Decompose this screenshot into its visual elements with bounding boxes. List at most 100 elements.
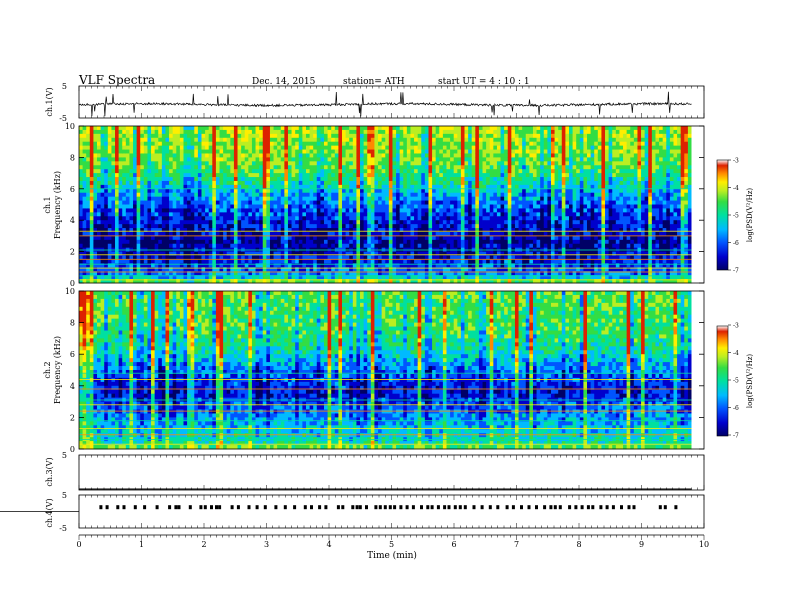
- ch1-spectrogram-cell: [374, 161, 379, 166]
- ch1-spectrogram-cell: [421, 251, 426, 256]
- ch1-spectrogram-cell: [223, 133, 228, 139]
- ch1-spectrogram-cell: [255, 243, 260, 249]
- ch1-spectrogram-cell: [327, 216, 332, 221]
- ch1-spectrogram-cell: [334, 126, 339, 131]
- ch1-spectrogram-cell: [313, 239, 318, 245]
- ch1-spectrogram-cell: [158, 279, 163, 284]
- ch1-spectrogram-cell: [169, 220, 174, 225]
- ch1-spectrogram-cell: [197, 129, 202, 135]
- ch1-spectrogram-cell: [511, 137, 516, 143]
- ch1-spectrogram-cell: [417, 235, 422, 241]
- ch1-spectrogram-cell: [356, 129, 361, 135]
- ch1-spectrogram-cell: [298, 275, 303, 280]
- ch1-spectrogram-cell: [233, 126, 238, 131]
- ch1-spectrogram-cell: [237, 275, 242, 280]
- ch1-spectrogram-cell: [237, 255, 242, 260]
- ch1-spectrogram-cell: [460, 235, 465, 241]
- ch1-spectrogram-cell: [277, 165, 282, 170]
- ch1-spectrogram-cell: [266, 180, 271, 186]
- ch1-spectrogram-cell: [104, 239, 109, 245]
- ch1-spectrogram-cell: [223, 149, 228, 154]
- ch1-spectrogram-cell: [147, 231, 152, 237]
- ch1-spectrogram-cell: [305, 255, 310, 260]
- ch1-spectrogram-cell: [320, 133, 325, 139]
- ch1-spectrogram-cell: [435, 200, 440, 205]
- ch1-spectrogram-cell: [514, 184, 519, 190]
- ch1-spectrogram-cell: [284, 126, 289, 131]
- ch1-spectrogram-cell: [190, 216, 195, 221]
- ch1-spectrogram-cell: [172, 228, 177, 233]
- ch1-spectrogram-cell: [320, 169, 325, 174]
- ch1-spectrogram-cell: [115, 228, 120, 233]
- ch1-spectrogram-cell: [269, 169, 274, 174]
- ch1-spectrogram-cell: [100, 192, 105, 198]
- ch1-spectrogram-cell: [219, 212, 224, 217]
- ch1-spectrogram-cell: [259, 188, 264, 194]
- ch1-spectrogram-cell: [226, 177, 231, 182]
- ch1-spectrogram-cell: [165, 180, 170, 186]
- ch1-spectrogram-cell: [151, 133, 156, 139]
- ch1-spectrogram-cell: [349, 126, 354, 131]
- ch1-spectrogram-cell: [133, 208, 138, 213]
- ch1-spectrogram-cell: [129, 126, 134, 131]
- ch1-spectrogram-cell: [230, 196, 235, 201]
- ch1-spectrogram-cell: [435, 212, 440, 217]
- ch1-spectrogram-cell: [125, 259, 130, 264]
- ch1-spectrogram-cell: [82, 184, 87, 190]
- ch1-spectrogram-cell: [305, 224, 310, 229]
- ch1-spectrogram-cell: [345, 239, 350, 245]
- ch1-spectrogram-cell: [187, 231, 192, 237]
- ch1-spectrogram-cell: [273, 231, 278, 237]
- ch1-spectrogram-cell: [424, 192, 429, 198]
- ch1-spectrogram-cell: [406, 255, 411, 260]
- ch1-spectrogram-cell: [414, 184, 419, 190]
- ch1-spectrogram-cell: [475, 196, 480, 201]
- ch1-spectrogram-cell: [486, 216, 491, 221]
- ch1-spectrogram-cell: [82, 188, 87, 194]
- ch1-spectrogram-cell: [320, 255, 325, 260]
- ch1-spectrogram-cell: [493, 188, 498, 194]
- ch1-spectrogram-cell: [107, 196, 112, 201]
- ch1-spectrogram-cell: [223, 231, 228, 237]
- ch1-spectrogram-cell: [205, 196, 210, 201]
- ch1-spectrogram-cell: [190, 208, 195, 213]
- ch1-spectrogram-cell: [266, 208, 271, 213]
- ch1-spectrogram-cell: [143, 231, 148, 237]
- ch1-spectrogram-cell: [374, 263, 379, 268]
- ch1-spectrogram-cell: [478, 231, 483, 237]
- ch1-spectrogram-cell: [370, 165, 375, 170]
- ch1-spectrogram-cell: [514, 279, 519, 284]
- ch1-spectrogram-cell: [183, 126, 188, 131]
- ch1-spectrogram-cell: [388, 137, 393, 143]
- ch1-spectrogram-cell: [442, 204, 447, 209]
- ch1-spectrogram-cell: [158, 145, 163, 150]
- ch1-spectrogram-cell: [136, 126, 141, 131]
- ch1-spectrogram-cell: [136, 228, 141, 233]
- ch1-spectrogram-cell: [125, 220, 130, 225]
- ch1-spectrogram-cell: [514, 180, 519, 186]
- ch1-spectrogram-cell: [79, 137, 83, 143]
- ch1-spectrogram-cell: [291, 216, 296, 221]
- ch1-spectrogram-cell: [457, 184, 462, 190]
- ch1-spectrogram-cell: [417, 243, 422, 249]
- ch1-spectrogram-cell: [385, 255, 390, 260]
- ch1-spectrogram-cell: [424, 263, 429, 268]
- ch1-spectrogram-cell: [129, 255, 134, 260]
- ch1-spectrogram-cell: [450, 165, 455, 170]
- ch1-spectrogram-cell: [417, 275, 422, 280]
- ch1-spectrogram-cell: [158, 212, 163, 217]
- ch1-spectrogram-cell: [86, 200, 91, 205]
- ch1-spectrogram-cell: [378, 279, 383, 284]
- ch1-colorbar-gradient: [716, 159, 729, 271]
- ch1-spectrogram-cell: [464, 149, 469, 154]
- ch1-spectrogram-cell: [284, 157, 289, 162]
- ch1-spectrogram-cell: [356, 220, 361, 225]
- ch1-spectrogram-cell: [241, 173, 246, 178]
- ch1-spectrogram-cell: [255, 208, 260, 213]
- ch1-spectrogram-cell: [107, 259, 112, 264]
- ch1-spectrogram-cell: [284, 243, 289, 249]
- ch1-spectrogram-cell: [255, 204, 260, 209]
- ch1-spectrogram-cell: [518, 126, 523, 131]
- ch1-spectrogram-cell: [223, 212, 228, 217]
- ch1-spectrogram-cell: [302, 267, 307, 272]
